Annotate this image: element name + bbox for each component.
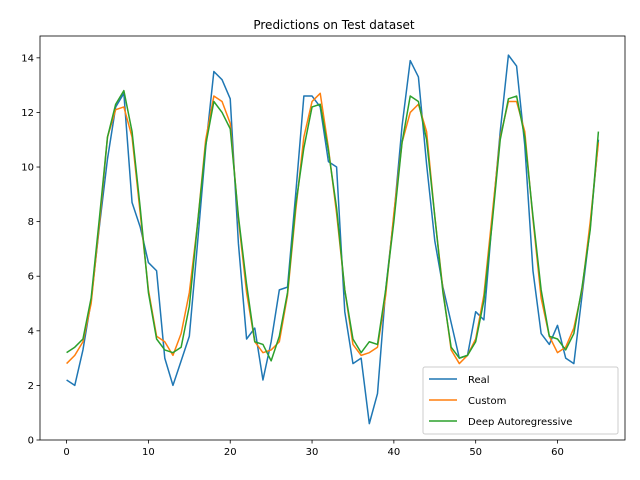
plot-area: 0 10 20 30 40 50 60 0 2 4 6 8 10 12 14 Real Custom Deep A… bbox=[21, 35, 626, 458]
y-tick-label: 2 bbox=[28, 381, 34, 392]
y-tick-label: 14 bbox=[21, 53, 34, 64]
axes-frame bbox=[39, 35, 626, 441]
chart-title: Predictions on Test dataset bbox=[253, 18, 415, 32]
y-tick-label: 4 bbox=[28, 326, 34, 337]
y-tick-label: 12 bbox=[21, 108, 34, 119]
x-tick-label: 20 bbox=[224, 447, 237, 458]
series-line-deep-autoregressive bbox=[66, 89, 600, 362]
y-tick-label: 6 bbox=[28, 272, 34, 283]
legend-label-custom: Custom bbox=[468, 396, 506, 407]
legend-box bbox=[422, 366, 619, 435]
legend-label-real: Real bbox=[468, 375, 490, 386]
y-tick-label: 8 bbox=[28, 217, 34, 228]
y-tick-label: 0 bbox=[28, 436, 34, 447]
x-tick-label: 30 bbox=[306, 447, 319, 458]
y-tick-label: 10 bbox=[21, 163, 34, 174]
x-tick-label: 40 bbox=[387, 447, 400, 458]
x-tick-label: 60 bbox=[551, 447, 564, 458]
x-tick-label: 0 bbox=[63, 447, 69, 458]
x-tick-label: 10 bbox=[142, 447, 155, 458]
x-tick-label: 50 bbox=[469, 447, 482, 458]
legend-label-deep-autoregressive: Deep Autoregressive bbox=[468, 417, 572, 428]
series-line-real bbox=[66, 54, 600, 425]
